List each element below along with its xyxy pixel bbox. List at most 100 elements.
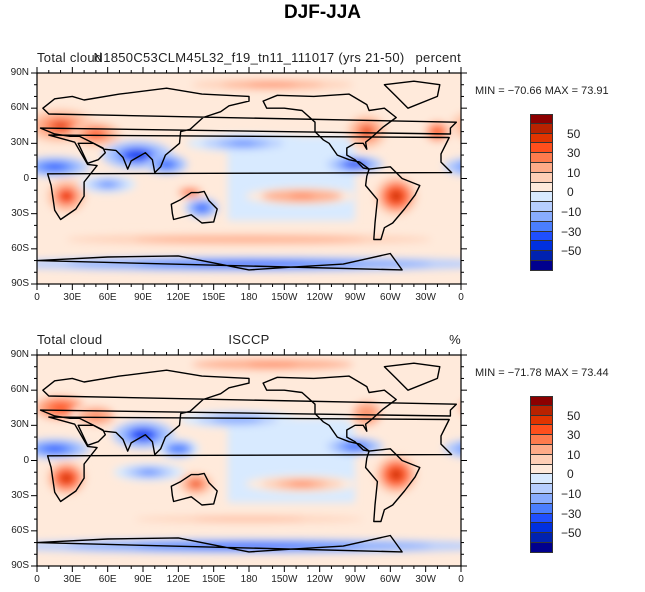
colorbar-label: 10 xyxy=(567,447,581,462)
lon-label: 120W xyxy=(306,574,333,585)
anomaly-contour xyxy=(192,481,200,487)
lat-label: 60S xyxy=(11,524,29,536)
panel-left-title: Total cloud xyxy=(37,50,103,65)
lon-label: 0 xyxy=(458,292,464,303)
colorbar-swatch xyxy=(530,494,553,504)
panel-left-title: Total cloud xyxy=(37,332,103,347)
colorbar-swatch xyxy=(530,261,553,271)
colorbar-swatch xyxy=(530,464,553,475)
colorbar-swatch xyxy=(530,251,553,261)
colorbar-swatch xyxy=(530,454,553,465)
lon-label: 0 xyxy=(34,292,40,303)
lat-label: 30S xyxy=(11,489,29,501)
colorbar-label: 10 xyxy=(567,165,581,180)
anomaly-contour xyxy=(129,151,145,159)
colorbar-swatch xyxy=(530,221,553,232)
panel-center-title: ISCCP xyxy=(228,332,270,347)
lon-label: 60E xyxy=(98,292,117,303)
colorbar-swatch xyxy=(530,182,553,193)
anomaly-contour xyxy=(101,182,114,187)
colorbar-swatch xyxy=(530,405,553,416)
anomaly-contour xyxy=(453,161,461,172)
colorbar-swatch xyxy=(530,523,553,534)
colorbar-swatch xyxy=(530,445,553,455)
colorbar-label: 0 xyxy=(567,185,574,200)
coastline-namerica xyxy=(262,93,397,170)
panel-right-title: percent xyxy=(415,50,461,65)
colorbar-label: 0 xyxy=(567,467,574,482)
anomaly-contour xyxy=(443,158,461,176)
colorbar-swatch xyxy=(530,474,553,485)
anomaly-contour xyxy=(289,194,315,198)
lon-label: 60W xyxy=(380,292,401,303)
anomaly-contour xyxy=(289,482,315,486)
anomaly-contour xyxy=(141,470,157,475)
lon-label: 90E xyxy=(134,574,152,585)
anomaly-contour xyxy=(453,443,461,454)
anomaly-contour xyxy=(173,446,183,451)
panel-center-title: N1850C53CLM45L32_f19_tn11_111017 (yrs 21… xyxy=(93,50,405,65)
anomaly-contour xyxy=(198,205,206,210)
colorbar-label: −10 xyxy=(561,487,582,501)
colorbar-swatch xyxy=(530,143,553,154)
lon-label: 30W xyxy=(415,574,436,585)
coastline-samerica xyxy=(364,448,421,523)
map-panel-1 xyxy=(31,67,467,290)
anomaly-contour xyxy=(52,122,69,130)
lon-label: 30W xyxy=(415,292,436,303)
colorbar-label: −50 xyxy=(561,244,582,259)
anomaly-contour xyxy=(362,127,372,136)
coastline-africa xyxy=(46,134,453,221)
colorbar-swatch xyxy=(530,435,553,445)
colorbar-swatch xyxy=(530,513,553,524)
colorbar-label: −50 xyxy=(561,526,582,541)
lon-label: 90W xyxy=(344,574,366,585)
colorbar-label: 30 xyxy=(567,146,581,161)
colorbar-swatch xyxy=(530,231,553,242)
lat-label: 90S xyxy=(11,560,29,571)
colorbar-swatch xyxy=(530,425,553,436)
colorbar-swatch xyxy=(530,133,553,144)
lon-label: 90E xyxy=(134,292,152,303)
anomaly-contour xyxy=(52,404,69,412)
lat-label: 90N xyxy=(10,67,29,78)
lat-label: 30S xyxy=(11,207,29,219)
min-max-label: MIN = −70.66 MAX = 73.91 xyxy=(475,85,609,97)
lat-label: 90S xyxy=(11,278,29,289)
lon-label: 120E xyxy=(166,574,191,585)
coastline-samerica xyxy=(364,166,421,241)
coastline-antarctica xyxy=(37,252,403,271)
anomaly-contour xyxy=(46,164,63,169)
colorbar-swatch xyxy=(530,153,553,163)
colorbar-swatch xyxy=(530,503,553,514)
anomaly-contour xyxy=(247,83,298,87)
coastline-africa xyxy=(46,416,453,503)
colorbar-label: −10 xyxy=(561,205,582,219)
colorbar-swatch xyxy=(530,212,553,222)
colorbar-swatch xyxy=(530,241,553,252)
anomaly-contour xyxy=(391,470,401,479)
colorbar-swatch xyxy=(530,192,553,203)
lon-label: 150E xyxy=(201,574,226,585)
colorbar-label: 50 xyxy=(567,408,581,423)
lat-label: 90N xyxy=(10,349,29,360)
anomaly-contour xyxy=(161,162,172,167)
coastline-namerica xyxy=(262,375,397,452)
lon-label: 30E xyxy=(63,574,82,585)
figure-title: DJF-JJA xyxy=(283,2,362,23)
lat-label: 60N xyxy=(10,102,29,114)
lat-label: 30N xyxy=(10,137,29,149)
coastline-arabia xyxy=(77,424,106,446)
lon-label: 150E xyxy=(201,292,226,303)
colorbar-swatch xyxy=(530,415,553,426)
anomaly-contour xyxy=(362,409,372,418)
lon-label: 0 xyxy=(458,574,464,585)
colorbar-swatch xyxy=(530,123,553,134)
colorbar-label: −30 xyxy=(561,224,582,239)
lon-label: 30E xyxy=(63,292,82,303)
colorbar-swatch xyxy=(530,202,553,212)
lon-label: 60E xyxy=(98,574,117,585)
anomaly-contour xyxy=(247,362,298,366)
anomaly-contour xyxy=(62,192,71,200)
coastline-arabia xyxy=(77,142,106,164)
